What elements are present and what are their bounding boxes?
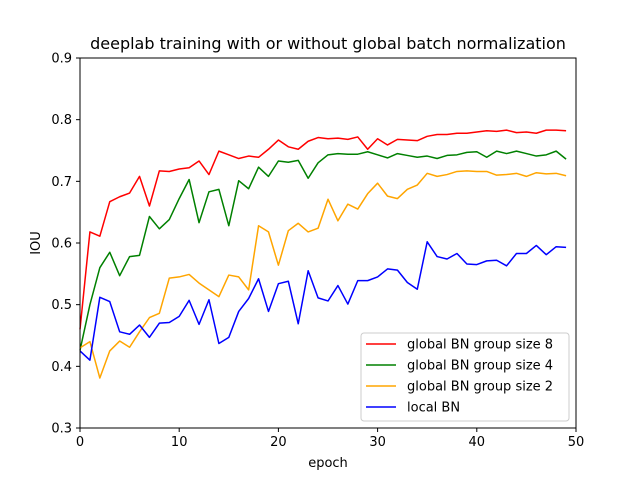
x-tick-label: 30: [369, 435, 386, 450]
y-tick-label: 0.4: [51, 360, 72, 375]
y-axis-label: IOU: [29, 231, 44, 255]
series-line-2: [79, 150, 567, 351]
x-axis-label: epoch: [308, 456, 348, 471]
legend-box: [360, 332, 570, 422]
y-tick-label: 0.8: [51, 113, 72, 128]
x-tick-label: 20: [270, 435, 287, 450]
plot-lines: [79, 129, 567, 379]
y-tick-label: 0.9: [51, 52, 72, 67]
y-axis-ticks: 0.3 0.4 0.5 0.6 0.7 0.8 0.9: [51, 52, 80, 437]
x-tick-label: 10: [171, 435, 188, 450]
y-tick-label: 0.7: [51, 175, 72, 190]
x-tick-label: 0: [76, 435, 84, 450]
x-axis-ticks: 0 10 20 30 40 50: [76, 428, 584, 450]
y-tick-label: 0.5: [51, 298, 72, 313]
y-tick-label: 0.3: [51, 422, 72, 437]
legend-label: global BN group size 8: [407, 338, 553, 353]
legend-label: global BN group size 4: [407, 359, 553, 374]
series-line-1: [79, 129, 567, 330]
legend-label: global BN group size 2: [407, 380, 553, 395]
legend-label: local BN: [407, 401, 460, 416]
x-tick-label: 40: [469, 435, 486, 450]
legend: global BN group size 8 global BN group si…: [360, 332, 570, 422]
chart-title: deeplab training with or without global …: [90, 34, 566, 53]
series-line-4: [79, 241, 567, 361]
y-tick-label: 0.6: [51, 237, 72, 252]
series-line-3: [79, 170, 567, 379]
x-tick-label: 50: [568, 435, 585, 450]
